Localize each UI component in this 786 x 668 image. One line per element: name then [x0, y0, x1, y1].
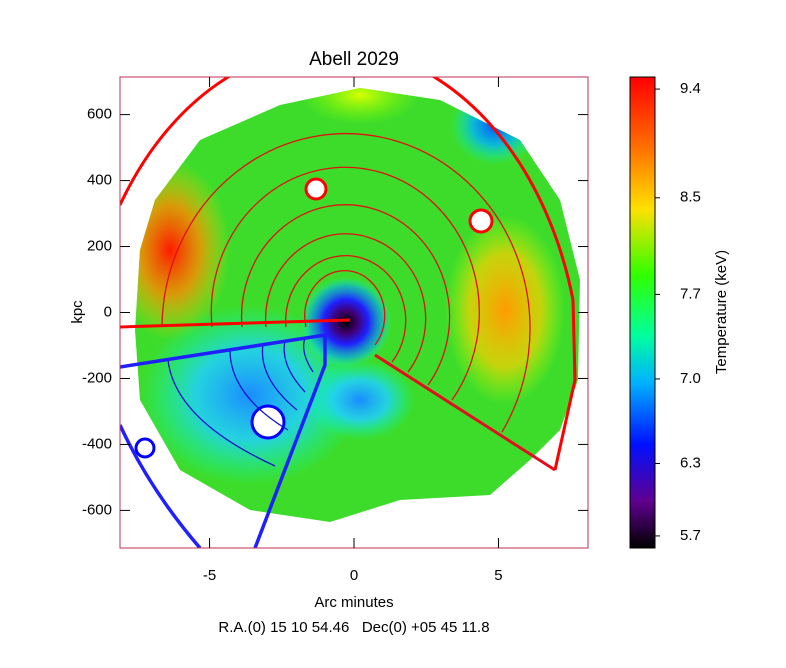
- y-tick-label: -200: [82, 369, 112, 386]
- colorbar-label: Temperature (keV): [713, 250, 730, 374]
- colorbar-tick-label: 9.4: [680, 80, 701, 97]
- colorbar: [629, 76, 656, 549]
- x-tick-label: 0: [350, 567, 358, 584]
- y-tick-label: 600: [87, 106, 112, 123]
- colorbar-tick-label: 6.3: [680, 454, 701, 471]
- x-tick-label: 5: [494, 567, 502, 584]
- colorbar-tick-label: 5.7: [680, 527, 701, 544]
- y-axis-label: kpc: [69, 300, 86, 324]
- coordinates-label: R.A.(0) 15 10 54.46 Dec(0) +05 45 11.8: [218, 619, 489, 636]
- colorbar-tick-label: 7.7: [680, 285, 701, 302]
- masked-holes: [134, 177, 494, 459]
- colorbar-tick-label: 7.0: [680, 370, 701, 387]
- y-tick-label: 200: [87, 238, 112, 255]
- temperature-map: [135, 88, 580, 522]
- region-contours: [120, 77, 577, 548]
- colorbar-tick-label: 8.5: [680, 189, 701, 206]
- y-tick-label: 400: [87, 172, 112, 189]
- y-tick-label: -600: [82, 501, 112, 518]
- y-tick-label: 0: [104, 303, 112, 320]
- chart-title: Abell 2029: [309, 49, 399, 70]
- x-axis-label: Arc minutes: [314, 594, 393, 611]
- x-tick-label: -5: [203, 567, 216, 584]
- y-tick-label: -400: [82, 435, 112, 452]
